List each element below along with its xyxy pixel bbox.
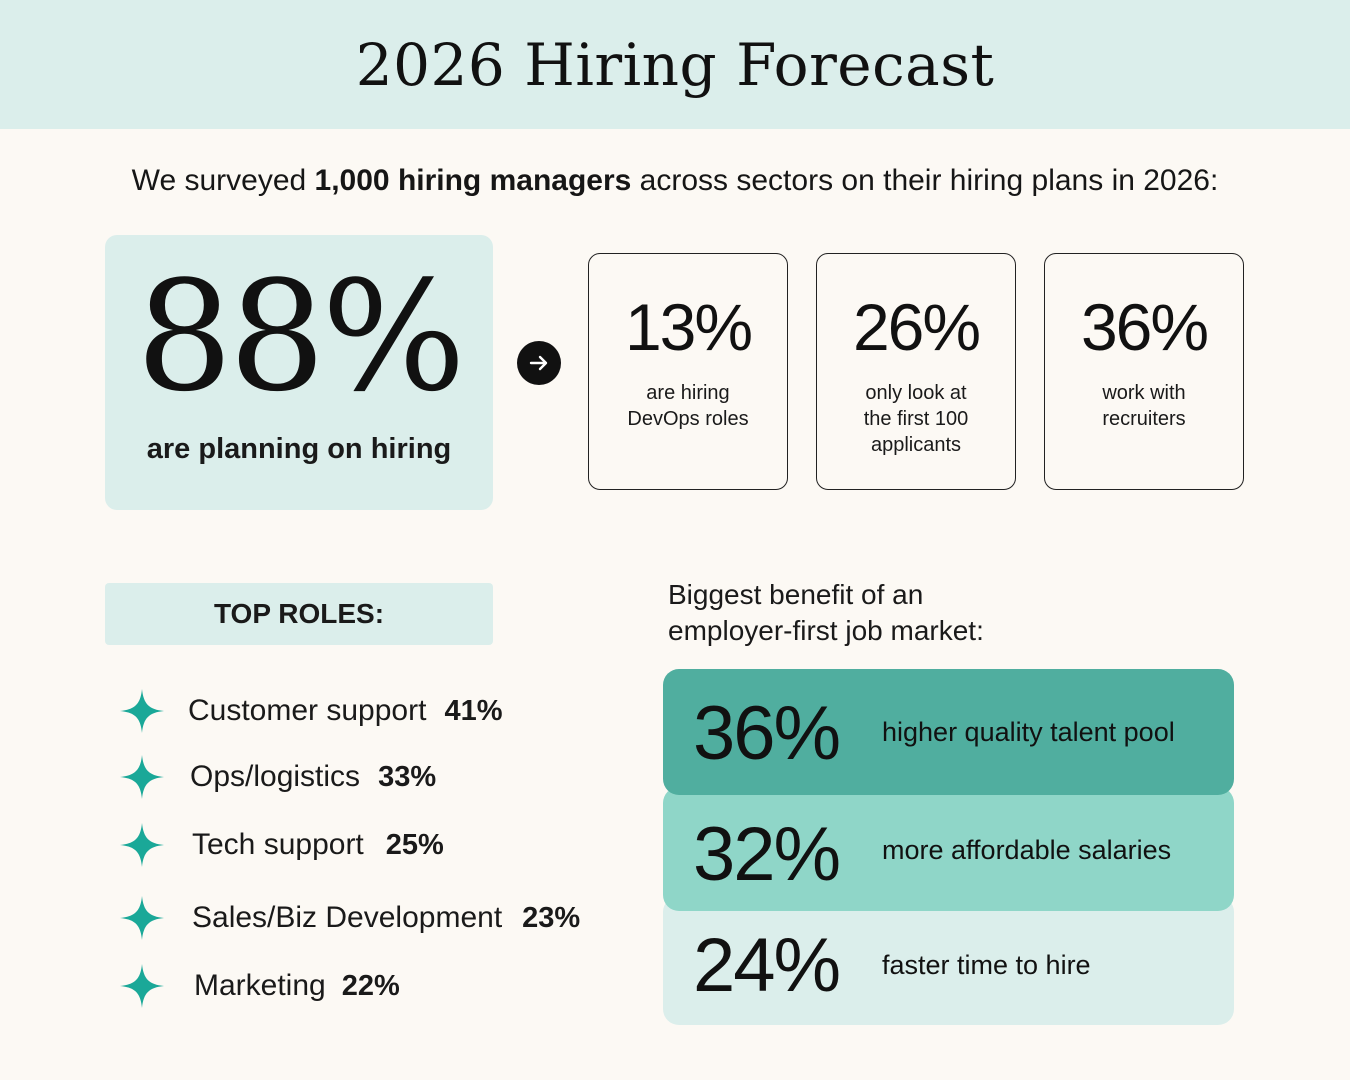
stat-description: are hiring DevOps roles <box>599 380 777 432</box>
stat-desc-line: applicants <box>870 434 962 456</box>
stat-desc-line: DevOps roles <box>627 408 749 430</box>
stat-value: 26% <box>852 290 981 364</box>
intro-suffix: across sectors on their hiring plans in … <box>631 164 1219 197</box>
top-roles-heading: TOP ROLES: <box>105 583 493 645</box>
stat-card-devops: 13% are hiring DevOps roles <box>588 253 788 490</box>
sparkle-star-icon <box>120 755 164 799</box>
hero-value: 88% <box>136 248 466 425</box>
stat-desc-line: are hiring <box>646 382 730 404</box>
stat-desc-line: the first 100 <box>863 408 969 430</box>
role-item: Sales/Biz Development 23% <box>118 893 580 943</box>
benefit-bar: 24% faster time to hire <box>663 896 1234 1025</box>
role-percent: 23% <box>522 901 581 934</box>
hero-caption: are planning on hiring <box>146 433 452 465</box>
stat-desc-line: recruiters <box>1102 408 1186 430</box>
benefits-heading-line: Biggest benefit of an <box>668 579 924 610</box>
stat-desc-line: work with <box>1102 382 1186 404</box>
benefit-label: faster time to hire <box>882 950 1091 980</box>
role-percent: 41% <box>444 694 503 727</box>
role-name: Customer support <box>188 694 427 727</box>
role-name: Sales/Biz Development <box>192 901 503 934</box>
role-name: Marketing <box>194 969 326 1002</box>
role-percent: 33% <box>378 760 437 793</box>
role-item: Marketing 22% <box>118 961 400 1011</box>
role-item: Tech support 25% <box>118 820 444 870</box>
role-name: Tech support <box>192 828 364 861</box>
benefits-heading-line: employer-first job market: <box>668 615 984 646</box>
sparkle-star-icon <box>120 689 164 733</box>
page-title: 2026 Hiring Forecast <box>355 30 995 99</box>
sparkle-star-icon <box>120 823 164 867</box>
stat-desc-line: only look at <box>865 382 967 404</box>
hero-stat-card: 88% are planning on hiring <box>105 235 493 510</box>
benefit-value: 24% <box>693 923 841 1008</box>
benefit-value: 36% <box>693 691 841 776</box>
role-percent: 25% <box>385 828 444 861</box>
benefit-value: 32% <box>693 812 841 897</box>
header-banner: 2026 Hiring Forecast <box>0 0 1350 129</box>
intro-bold: 1,000 hiring managers <box>314 164 632 197</box>
benefit-label: more affordable salaries <box>882 835 1172 865</box>
stat-value: 13% <box>624 290 753 364</box>
benefit-bar: 36% higher quality talent pool <box>663 669 1234 795</box>
arrow-right-icon <box>517 341 561 385</box>
intro-prefix: We surveyed <box>131 164 315 197</box>
intro-text: We surveyed 1,000 hiring managers across… <box>0 164 1350 198</box>
stat-value: 36% <box>1080 290 1209 364</box>
role-item: Ops/logistics 33% <box>118 752 436 802</box>
benefits-heading: Biggest benefit of an employer-first job… <box>668 577 984 649</box>
role-percent: 22% <box>341 969 400 1002</box>
role-name: Ops/logistics <box>190 760 361 793</box>
sparkle-star-icon <box>120 896 164 940</box>
stat-card-applicants: 26% only look at the first 100 applicant… <box>816 253 1016 490</box>
stat-description: work with recruiters <box>1055 380 1233 432</box>
stat-description: only look at the first 100 applicants <box>827 380 1005 458</box>
benefit-bar: 32% more affordable salaries <box>663 787 1234 911</box>
sparkle-star-icon <box>120 964 164 1008</box>
stat-card-recruiters: 36% work with recruiters <box>1044 253 1244 490</box>
role-item: Customer support 41% <box>118 686 502 736</box>
benefit-label: higher quality talent pool <box>882 717 1175 747</box>
